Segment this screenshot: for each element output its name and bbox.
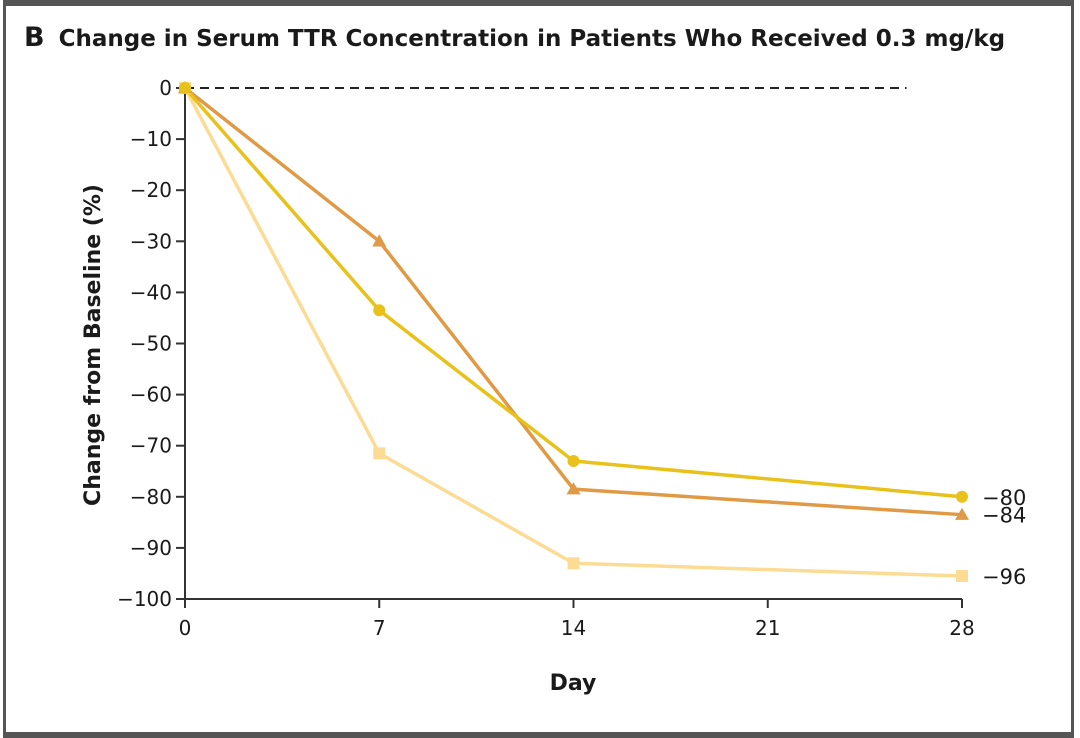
y-tick-label: −40 xyxy=(130,280,172,304)
y-tick-label: −100 xyxy=(117,587,172,611)
end-value-label: −96 xyxy=(982,565,1026,589)
data-point-triangle xyxy=(955,507,969,520)
y-tick-label: 0 xyxy=(159,76,172,100)
y-tick-label: −80 xyxy=(130,485,172,509)
y-tick-label: −20 xyxy=(130,178,172,202)
x-tick-label: 7 xyxy=(373,616,386,640)
x-axis-label: Day xyxy=(550,671,597,696)
axes: 0 −10 −20 −30 −40 −50 −60 −70 −80 −90 −100 0 7 14 21 28 xyxy=(117,76,975,640)
y-tick-label: −60 xyxy=(130,383,172,407)
data-point-square xyxy=(956,570,968,583)
top-border xyxy=(3,0,1074,6)
series-line-triangle xyxy=(183,86,964,517)
data-point-circle xyxy=(373,304,386,317)
x-tick-label: 28 xyxy=(949,616,974,640)
y-axis-label: Change from Baseline (%) xyxy=(81,184,106,506)
end-value-label: −80 xyxy=(982,486,1026,510)
bottom-border xyxy=(3,732,1074,738)
data-point-triangle xyxy=(566,482,581,495)
panel-header: B Change in Serum TTR Concentration in P… xyxy=(24,22,1005,62)
x-tick-label: 21 xyxy=(755,616,780,640)
data-point-square xyxy=(373,447,386,460)
data-point-square xyxy=(567,557,580,570)
data-point-circle xyxy=(179,82,191,94)
end-value-label: −84 xyxy=(982,504,1026,528)
y-tick-label: −30 xyxy=(130,229,172,253)
x-tick-label: 14 xyxy=(561,616,586,640)
series-layer: −96 −84−80 xyxy=(178,81,1026,589)
y-tick-label: −90 xyxy=(130,536,172,560)
panel-border xyxy=(3,3,1074,733)
data-point-circle xyxy=(567,455,580,468)
data-point-triangle xyxy=(372,234,387,247)
y-tick-label: −70 xyxy=(130,434,172,458)
series-line-circle xyxy=(183,86,964,499)
panel-letter: B xyxy=(24,22,45,53)
data-point-circle xyxy=(956,490,968,503)
y-tick-label: −50 xyxy=(130,332,172,356)
x-tick-label: 0 xyxy=(179,616,192,640)
series-line-square xyxy=(183,86,964,578)
chart-title: Change in Serum TTR Concentration in Pat… xyxy=(58,26,1006,52)
y-tick-label: −10 xyxy=(130,127,172,151)
